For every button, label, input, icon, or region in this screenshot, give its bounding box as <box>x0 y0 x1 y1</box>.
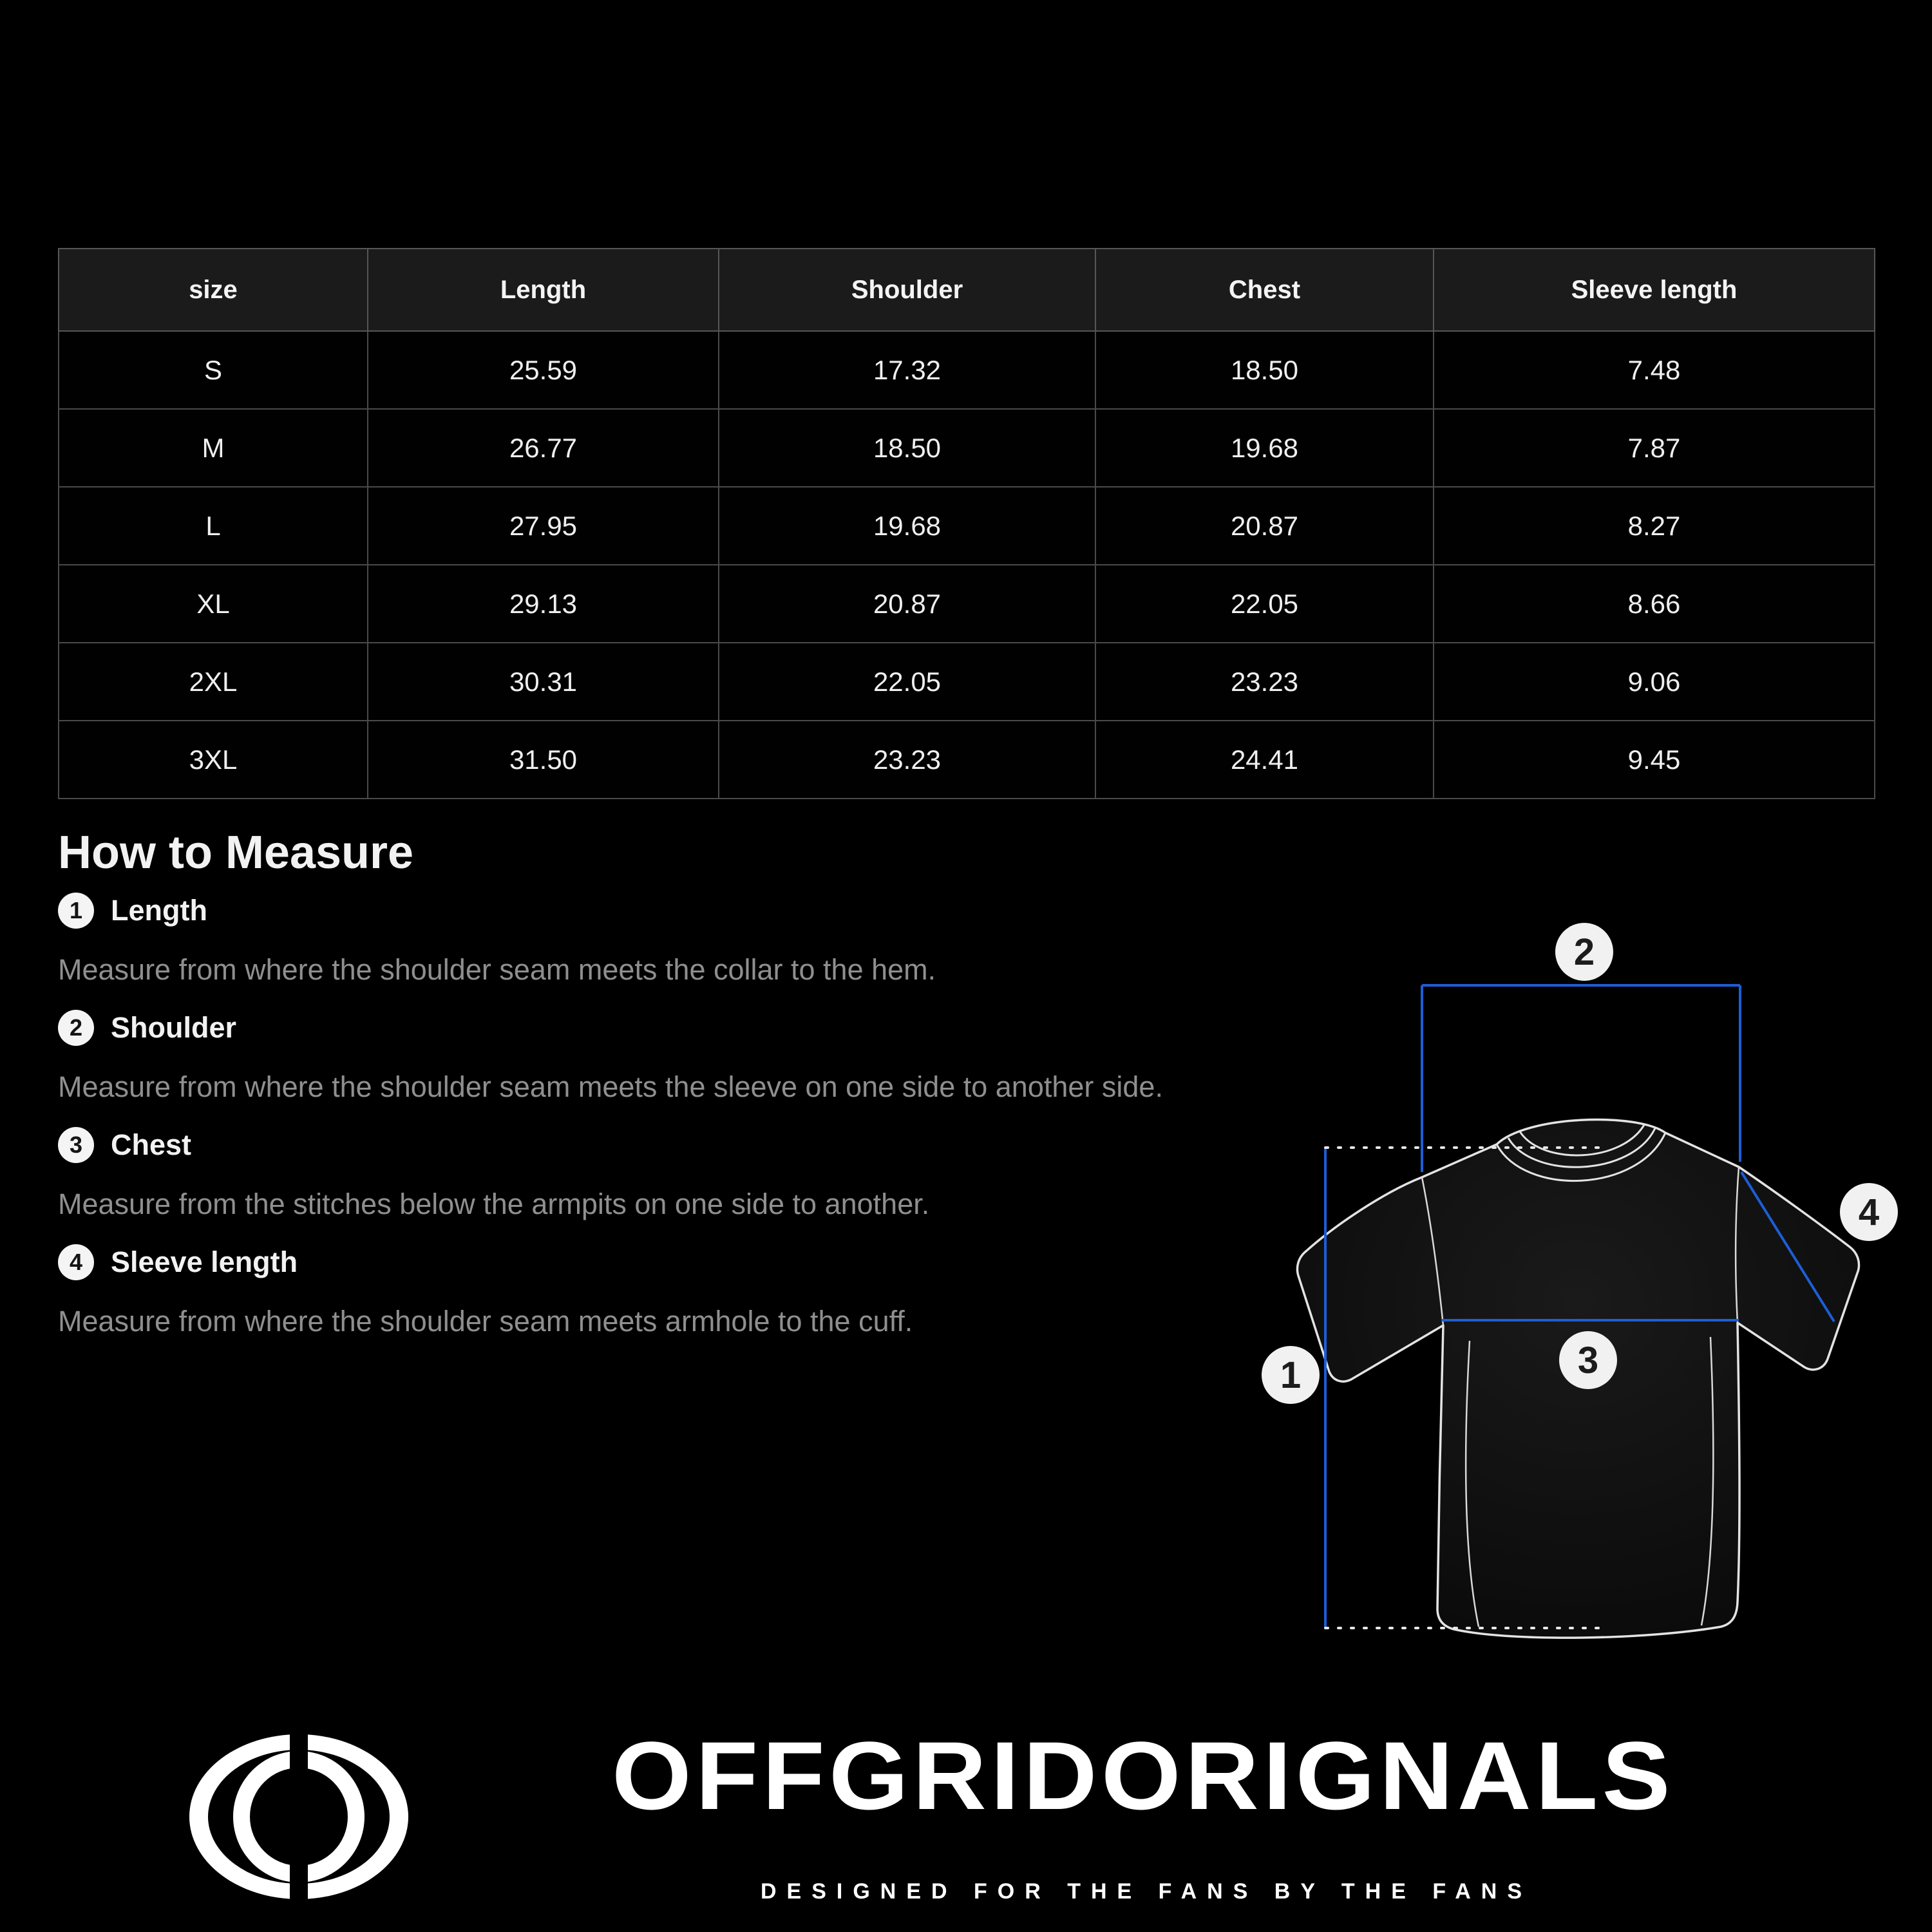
table-cell: 8.27 <box>1433 486 1875 565</box>
step-number-badge: 4 <box>58 1244 94 1280</box>
step-label: Sleeve length <box>111 1245 298 1278</box>
table-cell: 19.68 <box>1095 408 1434 488</box>
table-row: 2XL 30.31 22.05 23.23 9.06 <box>58 642 1875 721</box>
marker-1: 1 <box>1262 1346 1320 1404</box>
step-header: 1 Length <box>58 887 1230 934</box>
marker-2: 2 <box>1555 923 1613 981</box>
step-header: 2 Shoulder <box>58 1005 1230 1051</box>
svg-text:2: 2 <box>1574 931 1595 973</box>
table-cell: 27.95 <box>367 486 719 565</box>
table-cell: 18.50 <box>718 408 1096 488</box>
marker-3: 3 <box>1559 1331 1617 1389</box>
table-cell: 2XL <box>58 642 368 721</box>
size-table-header: size Length Shoulder Chest Sleeve length <box>58 248 1875 332</box>
table-cell: 31.50 <box>367 720 719 799</box>
table-cell: 3XL <box>58 720 368 799</box>
table-cell: 23.23 <box>1095 642 1434 721</box>
step-description: Measure from where the shoulder seam mee… <box>58 1305 913 1338</box>
measure-step: 1 Length Measure from where the shoulder s… <box>58 887 1230 993</box>
table-cell: 22.05 <box>1095 564 1434 643</box>
size-table-body: S 25.59 17.32 18.50 7.48 M 26.77 18.50 19.68 7.87… <box>58 330 1875 799</box>
step-number-badge: 1 <box>58 893 94 929</box>
svg-text:4: 4 <box>1859 1191 1879 1233</box>
column-header: Length <box>367 248 719 332</box>
svg-text:1: 1 <box>1280 1354 1301 1396</box>
table-row: L 27.95 19.68 20.87 8.27 <box>58 486 1875 565</box>
step-label: Length <box>111 894 207 927</box>
column-header: size <box>58 248 368 332</box>
column-header: Sleeve length <box>1433 248 1875 332</box>
measure-step: 3 Chest Measure from the stitches below th… <box>58 1122 1230 1227</box>
step-description: Measure from where the shoulder seam mee… <box>58 1070 1163 1103</box>
how-to-measure-title: How to Measure <box>58 827 414 878</box>
table-cell: 17.32 <box>718 330 1096 410</box>
table-cell: 22.05 <box>718 642 1096 721</box>
column-header: Shoulder <box>718 248 1096 332</box>
step-label: Shoulder <box>111 1011 237 1044</box>
header-row: size Length Shoulder Chest Sleeve length <box>58 248 1875 332</box>
measure-step: 4 Sleeve length Measure from where the sho… <box>58 1239 1230 1345</box>
table-cell: S <box>58 330 368 410</box>
table-cell: 9.06 <box>1433 642 1875 721</box>
table-cell: L <box>58 486 368 565</box>
table-cell: 24.41 <box>1095 720 1434 799</box>
shoulder-measure-line <box>1421 984 1741 1172</box>
table-cell: M <box>58 408 368 488</box>
column-header: Chest <box>1095 248 1434 332</box>
collar-lines <box>1495 1123 1667 1182</box>
step-header: 4 Sleeve length <box>58 1239 1230 1285</box>
table-row: M 26.77 18.50 19.68 7.87 <box>58 408 1875 488</box>
table-cell: 19.68 <box>718 486 1096 565</box>
table-cell: 23.23 <box>718 720 1096 799</box>
svg-text:3: 3 <box>1578 1340 1598 1381</box>
table-cell: 7.87 <box>1433 408 1875 488</box>
step-number-badge: 2 <box>58 1010 94 1046</box>
table-cell: XL <box>58 564 368 643</box>
table-cell: 26.77 <box>367 408 719 488</box>
table-row: S 25.59 17.32 18.50 7.48 <box>58 330 1875 410</box>
step-description: Measure from the stitches below the armp… <box>58 1188 930 1220</box>
table-cell: 18.50 <box>1095 330 1434 410</box>
table-cell: 7.48 <box>1433 330 1875 410</box>
table-cell: 25.59 <box>367 330 719 410</box>
brand-tagline: DESIGNED FOR THE FANS BY THE FANS <box>760 1879 1532 1904</box>
seam-lines <box>1421 1166 1740 1627</box>
brand-wordmark: OFFGRIDORIGNALS <box>612 1721 1675 1830</box>
offgrid-eye-logo-icon <box>189 1708 408 1926</box>
sleeve-measure-line <box>1740 1171 1835 1323</box>
table-cell: 30.31 <box>367 642 719 721</box>
table-row: 3XL 31.50 23.23 24.41 9.45 <box>58 720 1875 799</box>
step-description: Measure from where the shoulder seam mee… <box>58 953 936 986</box>
marker-4: 4 <box>1840 1183 1898 1241</box>
table-cell: 20.87 <box>1095 486 1434 565</box>
step-label: Chest <box>111 1128 192 1161</box>
table-row: XL 29.13 20.87 22.05 8.66 <box>58 564 1875 643</box>
step-header: 3 Chest <box>58 1122 1230 1168</box>
table-cell: 9.45 <box>1433 720 1875 799</box>
table-cell: 29.13 <box>367 564 719 643</box>
tshirt-measure-diagram: 2 4 3 1 <box>1262 923 1898 1639</box>
measure-lines <box>1324 984 1835 1628</box>
step-number-badge: 3 <box>58 1127 94 1163</box>
measure-steps: 1 Length Measure from where the shoulder s… <box>58 887 1230 1356</box>
size-table: size Length Shoulder Chest Sleeve length S 25… <box>58 248 1875 799</box>
table-cell: 20.87 <box>718 564 1096 643</box>
table-cell: 8.66 <box>1433 564 1875 643</box>
measure-step: 2 Shoulder Measure from where the shoulder… <box>58 1005 1230 1110</box>
